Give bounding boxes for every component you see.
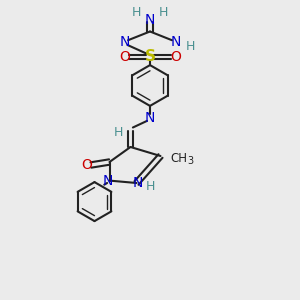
Text: N: N xyxy=(103,174,113,188)
Text: N: N xyxy=(145,111,155,125)
Text: N: N xyxy=(145,13,155,26)
Text: H: H xyxy=(114,126,123,139)
Text: N: N xyxy=(119,35,130,49)
Text: H: H xyxy=(159,6,168,20)
Text: H: H xyxy=(132,6,141,20)
Text: CH: CH xyxy=(170,152,187,165)
Text: O: O xyxy=(119,50,130,64)
Text: O: O xyxy=(170,50,181,64)
Text: N: N xyxy=(170,35,181,49)
Text: S: S xyxy=(145,50,155,64)
Text: 3: 3 xyxy=(187,156,193,166)
Text: N: N xyxy=(133,176,143,190)
Text: H: H xyxy=(145,180,155,193)
Text: H: H xyxy=(186,40,195,53)
Text: O: O xyxy=(81,158,92,172)
